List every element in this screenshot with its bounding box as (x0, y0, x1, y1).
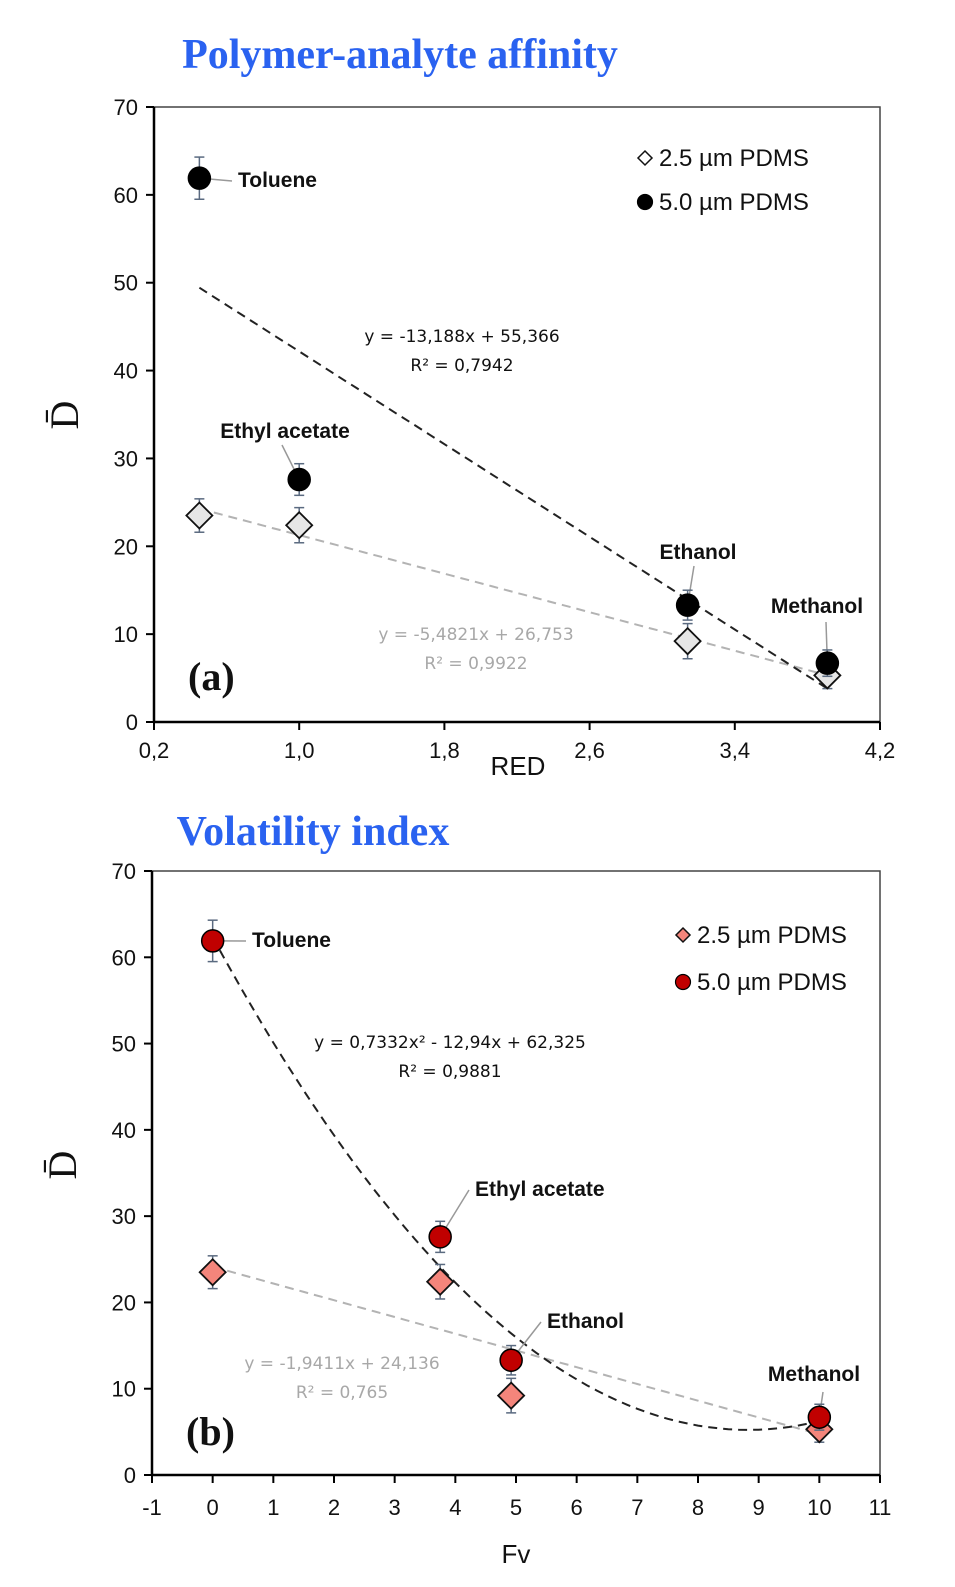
trend-r2-2-5um: R² = 0,765 (296, 1383, 388, 1403)
y-tick-label: 60 (112, 945, 136, 970)
panel-label: (a) (188, 654, 235, 699)
legend-label-2-5um: 2.5 µm PDMS (697, 922, 847, 949)
legend: 2.5 µm PDMS 5.0 µm PDMS (636, 145, 809, 216)
x-tick-label: 1 (267, 1495, 279, 1520)
x-axis-label: Fv (502, 1539, 531, 1569)
data-point-2-5um (198, 1257, 227, 1287)
annotation-label: Toluene (252, 929, 331, 952)
y-tick-label: 70 (114, 95, 138, 120)
legend-label-5-0um: 5.0 µm PDMS (659, 189, 809, 216)
data-point-5-0um (675, 593, 700, 617)
data-point-2-5um (673, 626, 702, 656)
trendline-2-5um (199, 507, 828, 677)
data-point-2-5um (284, 510, 314, 540)
annotation-label: Ethyl acetate (475, 1178, 605, 1201)
trend-equation-2-5um: y = -1,9411x + 24,136 (244, 1354, 439, 1374)
x-tick-label: 0,2 (139, 738, 170, 763)
x-tick-label: 2,6 (574, 738, 605, 763)
y-tick-label: 0 (126, 710, 138, 735)
data-point-5-0um (499, 1348, 523, 1372)
legend-label-2-5um: 2.5 µm PDMS (659, 145, 809, 172)
x-tick-label: 0 (207, 1495, 219, 1520)
data-point-5-0um (200, 929, 225, 953)
x-tick-label: 4,2 (865, 738, 896, 763)
y-tick-label: 60 (114, 183, 138, 208)
chart-title: Volatility index (177, 809, 450, 855)
data-point-2-5um (496, 1381, 526, 1410)
legend-diamond-icon (674, 926, 692, 944)
y-tick-label: 50 (112, 1032, 136, 1057)
trend-equation-5-0um: y = 0,7332x² - 12,94x + 62,325 (314, 1033, 586, 1053)
x-tick-label: 10 (807, 1495, 831, 1520)
chart-a: Polymer-analyte affinity 0 10 20 30 40 50 60 70 0… (42, 32, 895, 781)
y-tick-label: 50 (114, 271, 138, 296)
data-point-2-5um (185, 501, 214, 530)
x-tick-label: 2 (328, 1495, 340, 1520)
legend-circle-icon (674, 973, 692, 991)
annotation-label: Ethanol (547, 1310, 624, 1333)
x-tick-label: 1,8 (429, 738, 460, 763)
legend-diamond-icon (636, 149, 654, 167)
y-tick-label: 0 (124, 1463, 136, 1488)
y-tick-label: 10 (112, 1377, 136, 1402)
legend-circle-icon (636, 193, 654, 211)
trend-equation-2-5um: y = -5,4821x + 26,753 (378, 625, 573, 645)
x-tick-label: 3,4 (720, 738, 751, 763)
trend-r2-5-0um: R² = 0,9881 (398, 1062, 501, 1082)
y-tick-label: 40 (112, 1118, 136, 1143)
legend: 2.5 µm PDMS 5.0 µm PDMS (674, 922, 847, 996)
trend-r2-5-0um: R² = 0,7942 (410, 356, 513, 376)
x-tick-label: 6 (571, 1495, 583, 1520)
data-point-2-5um (425, 1267, 455, 1296)
y-tick-label: 30 (112, 1204, 136, 1229)
annotation-label: Ethanol (660, 541, 737, 564)
chart-title: Polymer-analyte affinity (182, 32, 618, 78)
x-tick-label: 9 (753, 1495, 765, 1520)
data-point-5-0um (815, 651, 840, 675)
annotation-label: Toluene (238, 169, 317, 192)
y-tick-label: 30 (114, 446, 138, 471)
y-tick-label: 70 (112, 859, 136, 884)
data-point-5-0um (287, 467, 311, 492)
y-tick-label: 40 (114, 359, 138, 384)
data-point-5-0um (428, 1225, 452, 1249)
trend-r2-2-5um: R² = 0,9922 (424, 654, 527, 674)
x-tick-label: 5 (510, 1495, 522, 1520)
y-axis-label: D̄ (42, 401, 87, 430)
y-tick-label: 20 (114, 534, 138, 559)
trendline-5-0um (198, 286, 828, 690)
x-tick-label: -1 (142, 1495, 162, 1520)
x-axis-label: RED (491, 751, 546, 781)
annotation-label: Methanol (771, 595, 863, 618)
data-point-5-0um (187, 166, 212, 190)
x-tick-label: 4 (449, 1495, 461, 1520)
trendline-5-0um (211, 936, 820, 1431)
y-tick-label: 20 (112, 1290, 136, 1315)
x-tick-label: 8 (692, 1495, 704, 1520)
x-tick-label: 7 (631, 1495, 643, 1520)
panel-label: (b) (186, 1409, 235, 1454)
x-tick-label: 1,0 (284, 738, 315, 763)
y-tick-label: 10 (114, 622, 138, 647)
legend-label-5-0um: 5.0 µm PDMS (697, 969, 847, 996)
trend-equation-5-0um: y = -13,188x + 55,366 (364, 327, 559, 347)
y-axis-label: D̄ (40, 1151, 85, 1180)
annotation-label: Methanol (768, 1363, 860, 1386)
x-tick-label: 3 (389, 1495, 401, 1520)
x-tick-label: 11 (869, 1495, 892, 1520)
data-point-5-0um (807, 1405, 832, 1429)
annotation-label: Ethyl acetate (220, 420, 350, 443)
